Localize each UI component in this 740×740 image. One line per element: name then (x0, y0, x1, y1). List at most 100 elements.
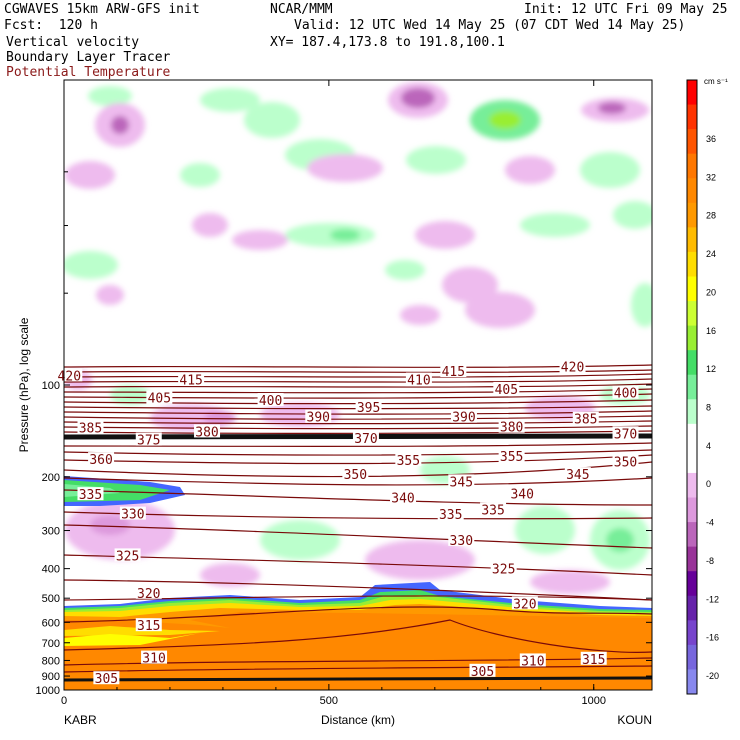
theta-label: 380 (195, 425, 218, 440)
theta-label-bg (572, 411, 599, 425)
theta-label-bg (352, 430, 379, 444)
theta-label: 335 (481, 504, 504, 519)
colorbar-label: 24 (706, 249, 716, 259)
theta-label: 340 (510, 488, 533, 503)
theta-label: 325 (116, 549, 139, 564)
colorbar-swatch (687, 202, 697, 228)
colorbar-label: -12 (706, 594, 719, 604)
model-title: CGWAVES 15km ARW-GFS init (4, 2, 200, 17)
left-endpoint-label: KABR (64, 713, 97, 727)
colorbar-swatch (687, 350, 697, 376)
colorbar-label: 12 (706, 364, 716, 374)
colorbar-swatch (687, 497, 697, 523)
colorbar-swatch (687, 472, 697, 499)
colorbar-swatch (687, 620, 697, 646)
colorbar-swatch (687, 399, 697, 425)
theta-label: 400 (259, 394, 282, 409)
cross-section-endpoints: XY= 187.4,173.8 to 191.8,100.1 (270, 35, 505, 50)
colorbar-swatch (687, 448, 697, 474)
theta-label-bg (450, 409, 477, 423)
theta-label-bg (135, 618, 162, 632)
theta-label: 305 (471, 665, 494, 680)
colorbar-swatch (687, 178, 697, 204)
theta-label-bg (135, 432, 162, 446)
y-tick-label: 400 (42, 564, 60, 576)
theta-label: 355 (500, 450, 523, 465)
axes: 0 500 1000 100 200 300 400 500 600 700 800 900 1000 (36, 80, 652, 707)
colorbar-label: 8 (706, 403, 711, 413)
colorbar-swatch (687, 104, 697, 130)
theta-label: 360 (89, 453, 112, 468)
colorbar-swatch (687, 227, 697, 253)
y-tick-label: 200 (42, 472, 60, 484)
x-axis-label: Distance (km) (321, 713, 395, 727)
right-endpoint-label: KOUN (617, 713, 652, 727)
theta-label: 385 (79, 422, 102, 437)
theta-label: 395 (357, 401, 380, 416)
theta-label: 335 (79, 488, 102, 503)
theta-label: 345 (450, 475, 473, 490)
field-potential-temperature: Potential Temperature (6, 65, 171, 80)
vertical-velocity-field (64, 82, 652, 594)
theta-label-bg (480, 502, 507, 516)
y-tick-label: 500 (42, 593, 60, 605)
colorbar-swatch (687, 325, 697, 351)
colorbar-swatch (687, 595, 697, 621)
y-tick-label: 800 (42, 655, 60, 667)
theta-label-bg (437, 507, 464, 521)
valid-time: Valid: 12 UTC Wed 14 May 25 (07 CDT Wed … (294, 18, 686, 33)
y-tick-label: 600 (42, 617, 60, 629)
colorbar-swatch (687, 571, 697, 597)
colorbar-frame (686, 79, 698, 695)
theta-label: 410 (407, 374, 430, 389)
theta-label: 420 (58, 369, 81, 384)
colorbar-swatch (687, 251, 697, 277)
theta-label-bg (612, 454, 639, 468)
theta-label-bg (559, 359, 586, 373)
theta-label: 385 (574, 413, 597, 428)
theta-label: 415 (179, 374, 202, 389)
colorbar-label: 28 (706, 211, 716, 221)
theta-label-bg (56, 368, 83, 382)
theta-label-bg (257, 393, 284, 407)
theta-label-bg (114, 548, 141, 562)
theta-label-bg (511, 596, 538, 610)
theta-label-bg (395, 452, 422, 466)
colorbar-label: 4 (706, 441, 711, 451)
theta-label-bg (93, 671, 120, 685)
theta-label-bg (564, 467, 591, 481)
theta-label-bg (405, 372, 432, 386)
theta-label: 320 (513, 597, 536, 612)
colorbar-swatch (687, 153, 697, 179)
theta-label: 380 (500, 421, 523, 436)
theta-label: 325 (492, 563, 515, 578)
colorbar-label: 32 (706, 172, 716, 182)
theta-label-bg (77, 420, 104, 434)
init-time: Init: 12 UTC Fri 09 May 25 (524, 2, 728, 17)
theta-label-bg (493, 381, 520, 395)
theta-label: 350 (344, 468, 367, 483)
x-tick-label: 0 (61, 695, 67, 707)
theta-label: 405 (148, 392, 171, 407)
theta-label-bg (498, 449, 525, 463)
colorbar-label: -16 (706, 633, 719, 643)
theta-label-bg (612, 385, 639, 399)
theta-label-bg (146, 390, 173, 404)
theta-label: 330 (121, 508, 144, 523)
theta-label: 370 (354, 432, 377, 447)
colorbar-swatch (687, 669, 697, 695)
theta-label-bg (178, 372, 205, 386)
theta-label-bg (519, 653, 546, 667)
theta-label-bg (440, 364, 467, 378)
theta-label: 355 (397, 454, 420, 469)
colorbar-label: -8 (706, 556, 714, 566)
theta-label-bg (88, 452, 115, 466)
theta-label: 305 (95, 672, 118, 687)
colorbar-label: 20 (706, 287, 716, 297)
colorbar-swatch (687, 374, 697, 400)
theta-label: 390 (452, 411, 475, 426)
forecast-hour: Fcst: 120 h (4, 18, 98, 33)
colorbar-label: 0 (706, 479, 711, 489)
field-vertical-velocity: Vertical velocity (6, 35, 140, 50)
